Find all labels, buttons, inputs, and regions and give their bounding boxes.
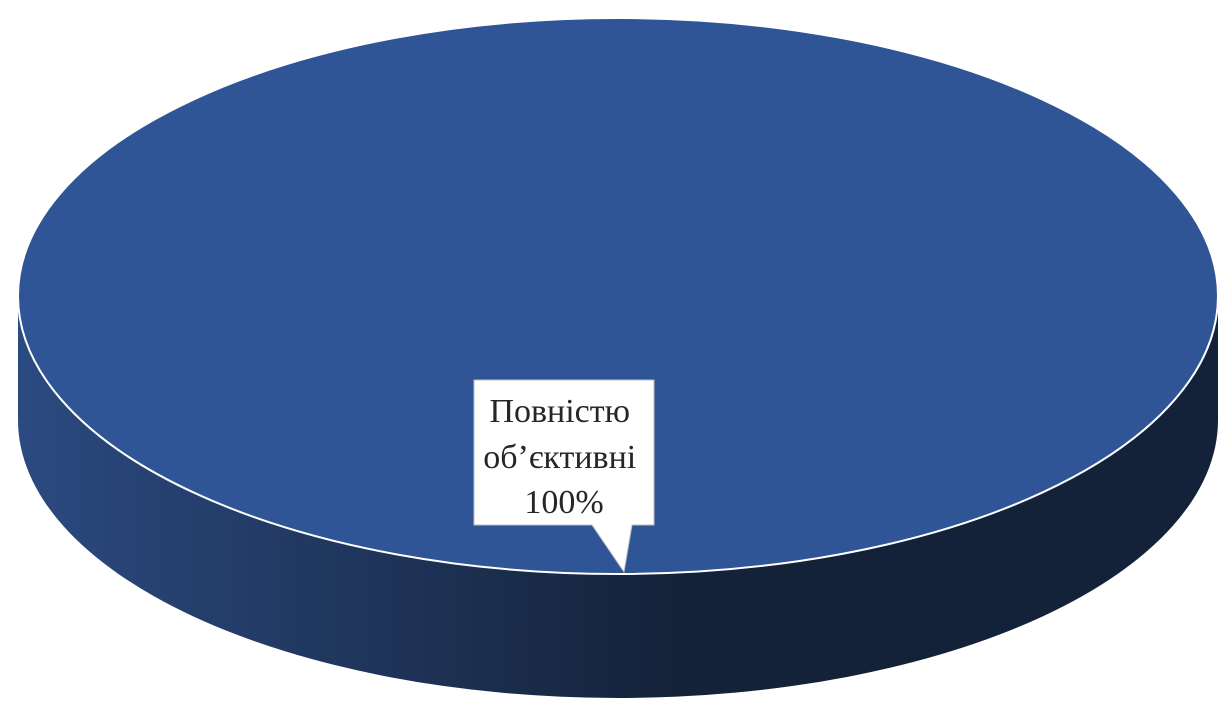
slice-label-line-2: об’єктивні: [483, 439, 636, 476]
slice-label-line-1: Повністю: [489, 393, 630, 430]
data-label-callout: Повністю об’єктивні 100%: [473, 379, 655, 574]
callout-box: [473, 379, 655, 574]
pie-slice-top: [17, 17, 1218, 575]
slice-percent-label: 100%: [524, 484, 603, 521]
pie-slice-side: [18, 296, 1218, 698]
svg-text:Повністю об’єктивні: Повністю об’єктивні 100%: [483, 393, 645, 521]
